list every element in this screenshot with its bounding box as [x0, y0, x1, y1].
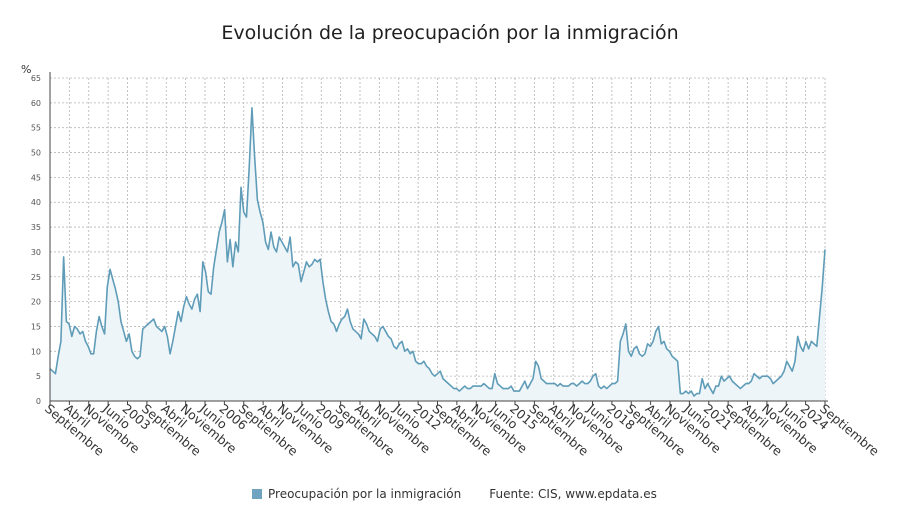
chart-title: Evolución de la preocupación por la inmi…: [221, 22, 679, 44]
y-tick-label: 65: [31, 74, 41, 83]
series-line: [49, 107, 826, 397]
y-tick-label: 0: [36, 397, 41, 406]
y-tick-label: 45: [31, 173, 41, 182]
y-tick-label: 10: [31, 347, 41, 356]
y-tick-label: 60: [31, 99, 41, 108]
legend: Preocupación por la inmigración Fuente: …: [252, 487, 657, 501]
y-tick-label: 35: [31, 223, 41, 232]
legend-swatch: [252, 489, 262, 499]
source-note: Fuente: CIS, www.epdata.es: [489, 487, 657, 501]
y-tick-label: 20: [31, 298, 41, 307]
y-tick-label: 25: [31, 273, 41, 282]
y-axis-unit-label: %: [21, 63, 32, 76]
y-tick-label: 15: [31, 322, 41, 331]
y-tick-label: 40: [31, 198, 41, 207]
series-area: [50, 107, 825, 401]
x-tick-label: Septiembre: [817, 401, 882, 459]
legend-series-label: Preocupación por la inmigración: [268, 487, 462, 501]
y-tick-label: 30: [31, 248, 41, 257]
y-tick-label: 55: [31, 124, 41, 133]
y-tick-label: 5: [36, 372, 41, 381]
y-tick-label: 50: [31, 149, 41, 158]
